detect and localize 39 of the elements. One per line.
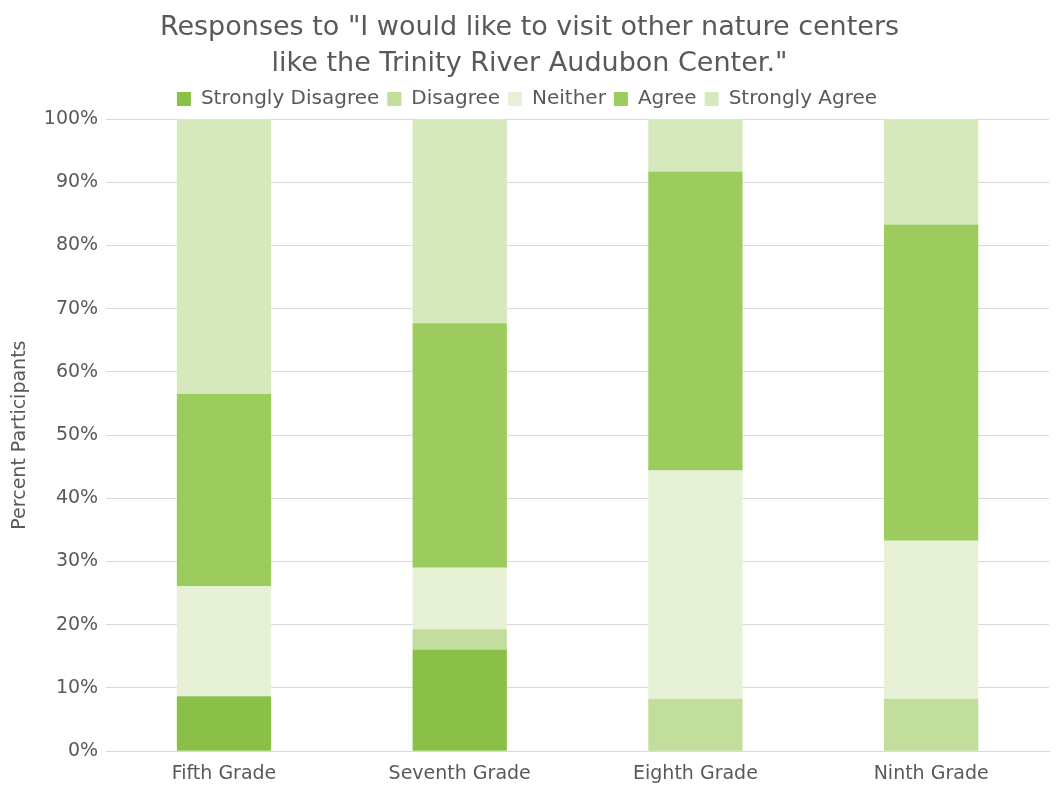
bar (884, 698, 979, 751)
y-tick-label: 60% (55, 358, 99, 381)
bar (412, 118, 507, 324)
bar (176, 393, 272, 587)
y-axis-title: Percent Participants (7, 340, 30, 530)
bar (176, 586, 272, 697)
bar (648, 698, 743, 751)
x-tick-label: Seventh Grade (388, 760, 531, 783)
legend-label: Strongly Agree (728, 85, 878, 110)
bar (412, 649, 507, 751)
y-tick-label: 80% (55, 232, 99, 255)
y-tick-label: 30% (55, 548, 99, 571)
y-tick-label: 100% (43, 105, 99, 128)
bar (176, 696, 272, 751)
bar (648, 171, 743, 471)
y-tick-label: 40% (55, 485, 99, 508)
bar (884, 540, 979, 699)
y-tick-label: 20% (55, 611, 99, 634)
legend-label: Strongly Disagree (200, 85, 380, 110)
x-tick-label: Fifth Grade (171, 760, 277, 783)
bar (648, 118, 743, 172)
y-tick-label: 90% (55, 169, 99, 192)
bar (884, 224, 979, 541)
y-tick-label: 50% (55, 421, 99, 444)
chart-title: Responses to "I would like to visit other nature centers like the Trinity River Audubon Center." (158, 9, 901, 80)
bar (412, 567, 507, 630)
y-tick-label: 70% (55, 295, 99, 318)
x-tick-label: Eighth Grade (632, 760, 758, 783)
bar (176, 118, 272, 394)
x-tick-label: Ninth Grade (873, 760, 989, 783)
bar (648, 470, 743, 699)
y-tick-label: 10% (55, 674, 99, 697)
bar (884, 118, 979, 225)
legend-label: Neither (532, 85, 607, 110)
legend-label: Agree (637, 85, 697, 110)
y-tick-label: 0% (67, 738, 99, 761)
legend-label: Disagree (411, 85, 501, 110)
bar (412, 629, 507, 650)
bar (412, 323, 507, 568)
